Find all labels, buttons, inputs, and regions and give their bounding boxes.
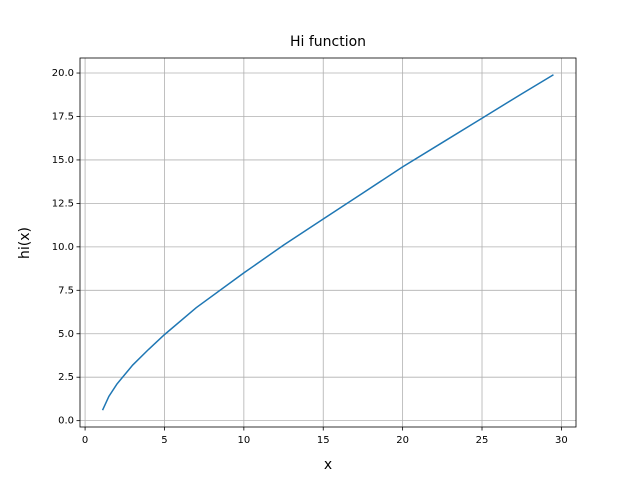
y-tick-label: 5.0 [58,329,74,340]
y-tick-label: 15.0 [52,155,74,166]
x-tick-label: 15 [317,435,330,446]
x-tick-label: 0 [82,435,88,446]
y-tick-label: 7.5 [58,285,74,296]
y-tick-label: 2.5 [58,372,74,383]
x-tick-label: 20 [396,435,409,446]
plot-frame [79,57,577,428]
y-tick-label: 20.0 [52,68,74,79]
y-tick-label: 17.5 [52,111,74,122]
x-tick-label: 25 [476,435,489,446]
y-axis-label: hi(x) [17,227,33,259]
y-tick-label: 10.0 [52,242,74,253]
y-tick-label: 12.5 [52,198,74,209]
x-tick-label: 5 [161,435,167,446]
data-line [101,74,554,411]
chart-title: Hi function [290,34,366,50]
x-axis-label: x [324,457,332,473]
x-tick-label: 10 [237,435,250,446]
x-tick-label: 30 [555,435,568,446]
y-tick-label: 0.0 [58,416,74,427]
